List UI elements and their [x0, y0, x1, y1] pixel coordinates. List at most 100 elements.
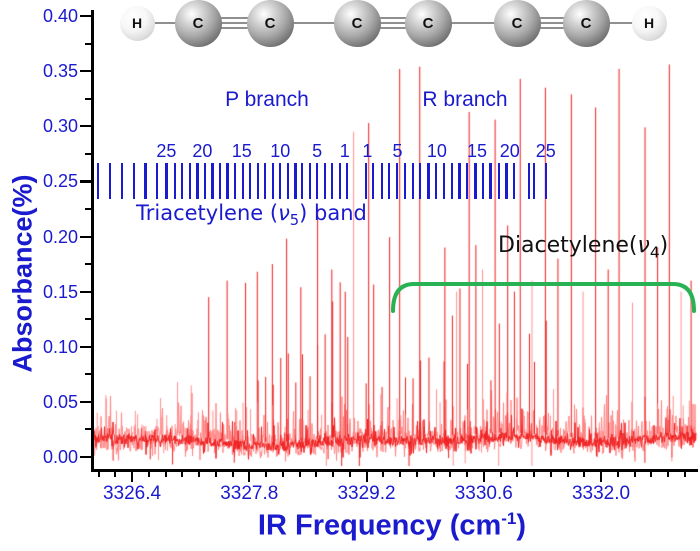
- y-tick-label: 0.30: [42, 116, 78, 137]
- y-minor-tick: [85, 428, 92, 431]
- y-tick-label: 0.15: [42, 281, 78, 302]
- r-branch-comb-tick: [497, 163, 500, 199]
- dia-label-post: ): [659, 233, 669, 258]
- y-minor-tick: [85, 318, 92, 321]
- bond-line: [198, 17, 270, 19]
- r-branch-comb-tick: [533, 163, 536, 199]
- r-branch-comb-tick: [466, 163, 469, 199]
- y-tick-label: 0.00: [42, 447, 78, 467]
- r-branch-j-number: 1: [362, 141, 373, 161]
- x-minor-tick: [533, 471, 535, 477]
- carbon-atom-sphere: C: [493, 0, 541, 47]
- r-branch-comb-tick: [458, 163, 461, 199]
- r-branch-comb-tick: [364, 163, 367, 199]
- p-branch-comb-tick: [323, 163, 326, 199]
- r-branch-j-number: 25: [535, 141, 556, 161]
- x-major-tick: [248, 471, 251, 482]
- bond-line: [517, 27, 586, 29]
- y-tick-label: 0.10: [42, 336, 78, 357]
- x-minor-tick: [181, 471, 184, 477]
- y-tick-label: 0.35: [42, 61, 78, 82]
- y-tick-label: 0.20: [42, 226, 78, 247]
- r-branch-j-number: 15: [467, 141, 488, 161]
- p-branch-comb-tick: [218, 163, 222, 199]
- x-minor-tick: [516, 471, 519, 477]
- p-branch-comb-tick: [120, 163, 124, 199]
- p-branch-j-number: 25: [156, 141, 177, 161]
- p-branch-comb-tick: [316, 163, 319, 199]
- nu-symbol: ν: [278, 201, 290, 225]
- hydrogen-atom-sphere: H: [631, 5, 667, 41]
- x-minor-tick: [114, 471, 117, 477]
- p-branch-comb-tick: [331, 163, 334, 199]
- x-minor-tick: [164, 471, 167, 477]
- y-minor-tick: [85, 373, 92, 376]
- p-branch-comb-tick: [181, 163, 184, 199]
- x-minor-tick: [382, 471, 385, 477]
- p-branch-comb-tick: [132, 163, 135, 199]
- y-major-tick: [80, 456, 92, 459]
- r-branch-comb-tick: [481, 163, 485, 199]
- bond-line: [517, 22, 586, 24]
- p-branch-j-number: 10: [270, 141, 291, 161]
- x-minor-tick: [549, 471, 552, 477]
- p-branch-j-number: 20: [192, 141, 213, 161]
- green-bracket-path: [391, 282, 696, 313]
- p-branch-comb-tick: [109, 163, 112, 199]
- x-minor-tick: [633, 471, 636, 477]
- x-minor-tick: [650, 471, 653, 477]
- r-branch-comb-tick: [372, 163, 375, 199]
- bond-line: [357, 17, 428, 19]
- x-minor-tick: [348, 471, 351, 477]
- x-minor-tick: [583, 471, 586, 477]
- y-major-tick: [80, 125, 92, 128]
- x-minor-tick: [315, 471, 318, 477]
- x-minor-tick: [399, 471, 401, 477]
- p-branch-comb-tick: [301, 163, 304, 199]
- y-minor-tick: [85, 263, 92, 266]
- x-minor-tick: [147, 471, 150, 477]
- p-branch-j-number: 15: [231, 141, 252, 161]
- y-axis-line: [91, 10, 94, 471]
- x-tick-label: 3332.0: [571, 483, 631, 504]
- nu-symbol: ν: [637, 233, 650, 258]
- carbon-atom-sphere: C: [404, 0, 452, 47]
- p-branch-comb-tick: [203, 163, 207, 199]
- bond-line: [357, 27, 428, 29]
- x-tick-label: 3327.8: [220, 483, 279, 504]
- r-branch-comb-tick: [435, 163, 438, 199]
- x-tick-label: 3326.4: [102, 483, 162, 504]
- bond-line: [517, 17, 586, 19]
- carbon-atom-sphere: C: [174, 0, 222, 47]
- x-minor-tick: [298, 471, 301, 477]
- r-branch-comb-tick: [419, 163, 422, 199]
- y-minor-tick: [85, 97, 92, 100]
- carbon-atom-sphere: C: [333, 0, 381, 47]
- x-minor-tick: [566, 471, 569, 477]
- p-branch-comb-tick: [264, 163, 267, 199]
- r-branch-comb-tick: [427, 163, 430, 199]
- x-minor-tick: [616, 471, 619, 477]
- dia-label-pre: Diacetylene(: [498, 233, 638, 258]
- x-minor-tick: [466, 471, 468, 477]
- x-minor-tick: [667, 471, 669, 477]
- r-branch-comb-tick: [505, 163, 508, 199]
- x-minor-tick: [97, 471, 100, 477]
- p-branch-j-number: 5: [312, 141, 323, 161]
- p-branch-comb-tick: [226, 163, 229, 199]
- p-branch-comb-tick: [271, 163, 274, 199]
- x-minor-tick: [499, 471, 502, 477]
- x-major-tick: [365, 471, 368, 482]
- bond-line: [586, 22, 649, 24]
- r-branch-comb-tick: [411, 163, 414, 199]
- carbon-atom-sphere: C: [246, 0, 294, 47]
- x-minor-tick: [281, 471, 284, 477]
- bond-line: [137, 22, 198, 24]
- x-minor-tick: [683, 471, 686, 477]
- r-branch-j-number: 20: [499, 141, 520, 161]
- r-branch-comb-tick: [442, 163, 445, 199]
- triacetylene-band-label: Triacetylene (ν5) band: [136, 201, 367, 229]
- y-tick-label: 0.25: [42, 171, 78, 192]
- diacetylene-band-label: Diacetylene(ν4): [498, 233, 668, 261]
